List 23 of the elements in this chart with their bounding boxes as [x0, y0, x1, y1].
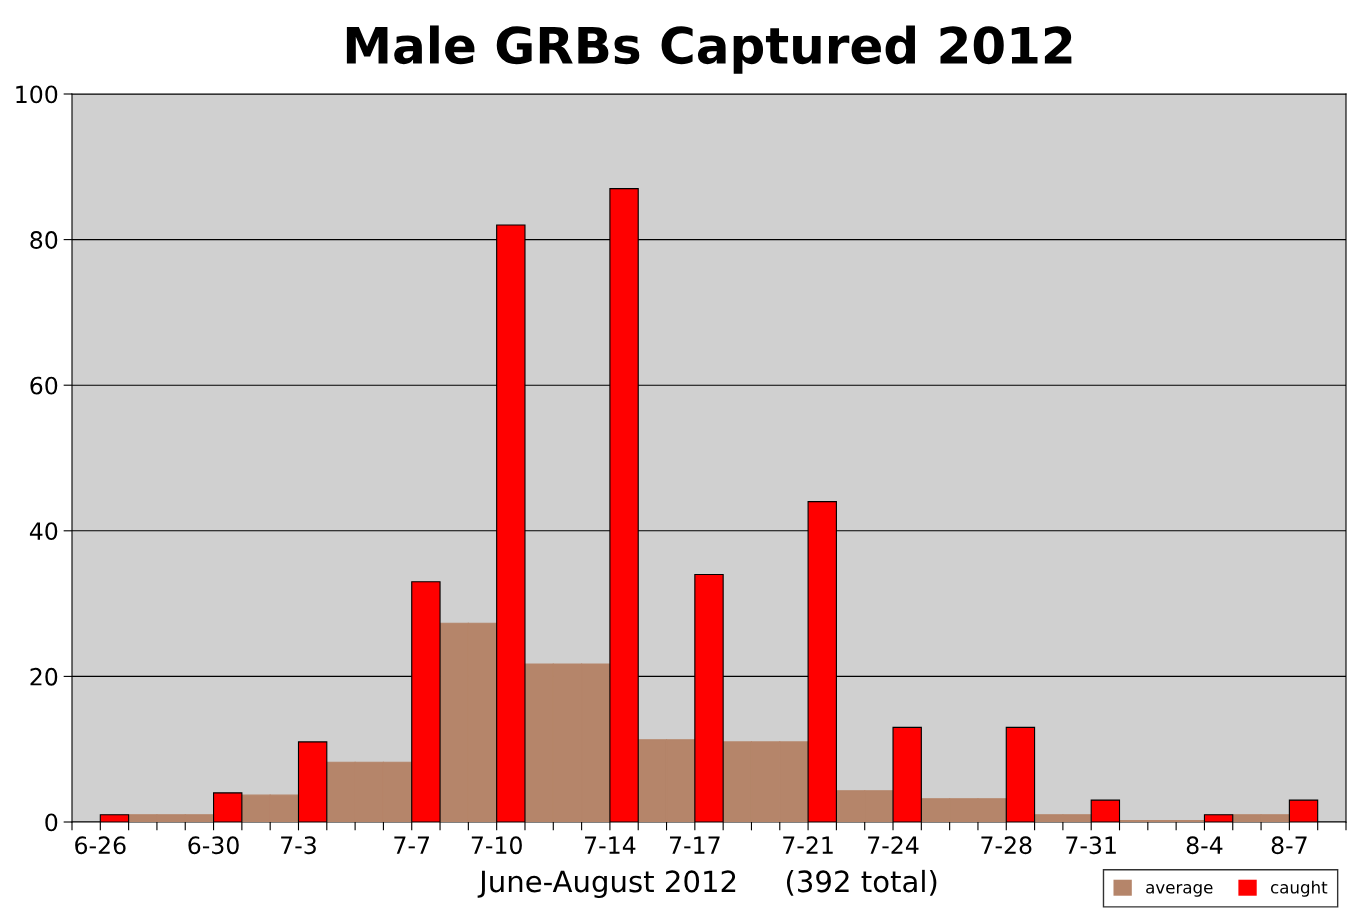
x-tick-label: 6-26: [75, 836, 126, 855]
x-tick-label: 7-24: [868, 836, 919, 854]
y-tick-label: 40: [29, 522, 58, 541]
x-tick-label: 7-21: [783, 836, 833, 854]
y-tick-label: 0: [45, 813, 58, 832]
x-tick-label: 7-17: [669, 836, 720, 854]
y-tick-label: 20: [30, 667, 58, 686]
x-tick-label: 8-4: [1186, 836, 1223, 855]
x-tick-label: 7-28: [981, 836, 1032, 855]
y-tick-label: 60: [30, 376, 58, 395]
legend-label: caught: [1270, 880, 1328, 897]
x-tick-label: 7-14: [585, 836, 636, 854]
x-tick-label: 8-7: [1271, 836, 1307, 855]
x-tick-label: 7-31: [1066, 836, 1116, 855]
y-tick-label: 80: [30, 231, 58, 249]
x-tick-label: 6-30: [188, 836, 239, 855]
x-tick-label: 7-7: [394, 836, 429, 854]
legend-label: average: [1146, 884, 1213, 897]
x-tick-label: 7-10: [471, 836, 522, 855]
x-tick-label: 7-3: [281, 836, 316, 855]
chart-title: Male GRBs Captured 2012: [346, 25, 1072, 74]
y-tick-label: 100: [16, 85, 58, 104]
x-axis-title: June-August 2012 (392 total): [477, 869, 937, 899]
